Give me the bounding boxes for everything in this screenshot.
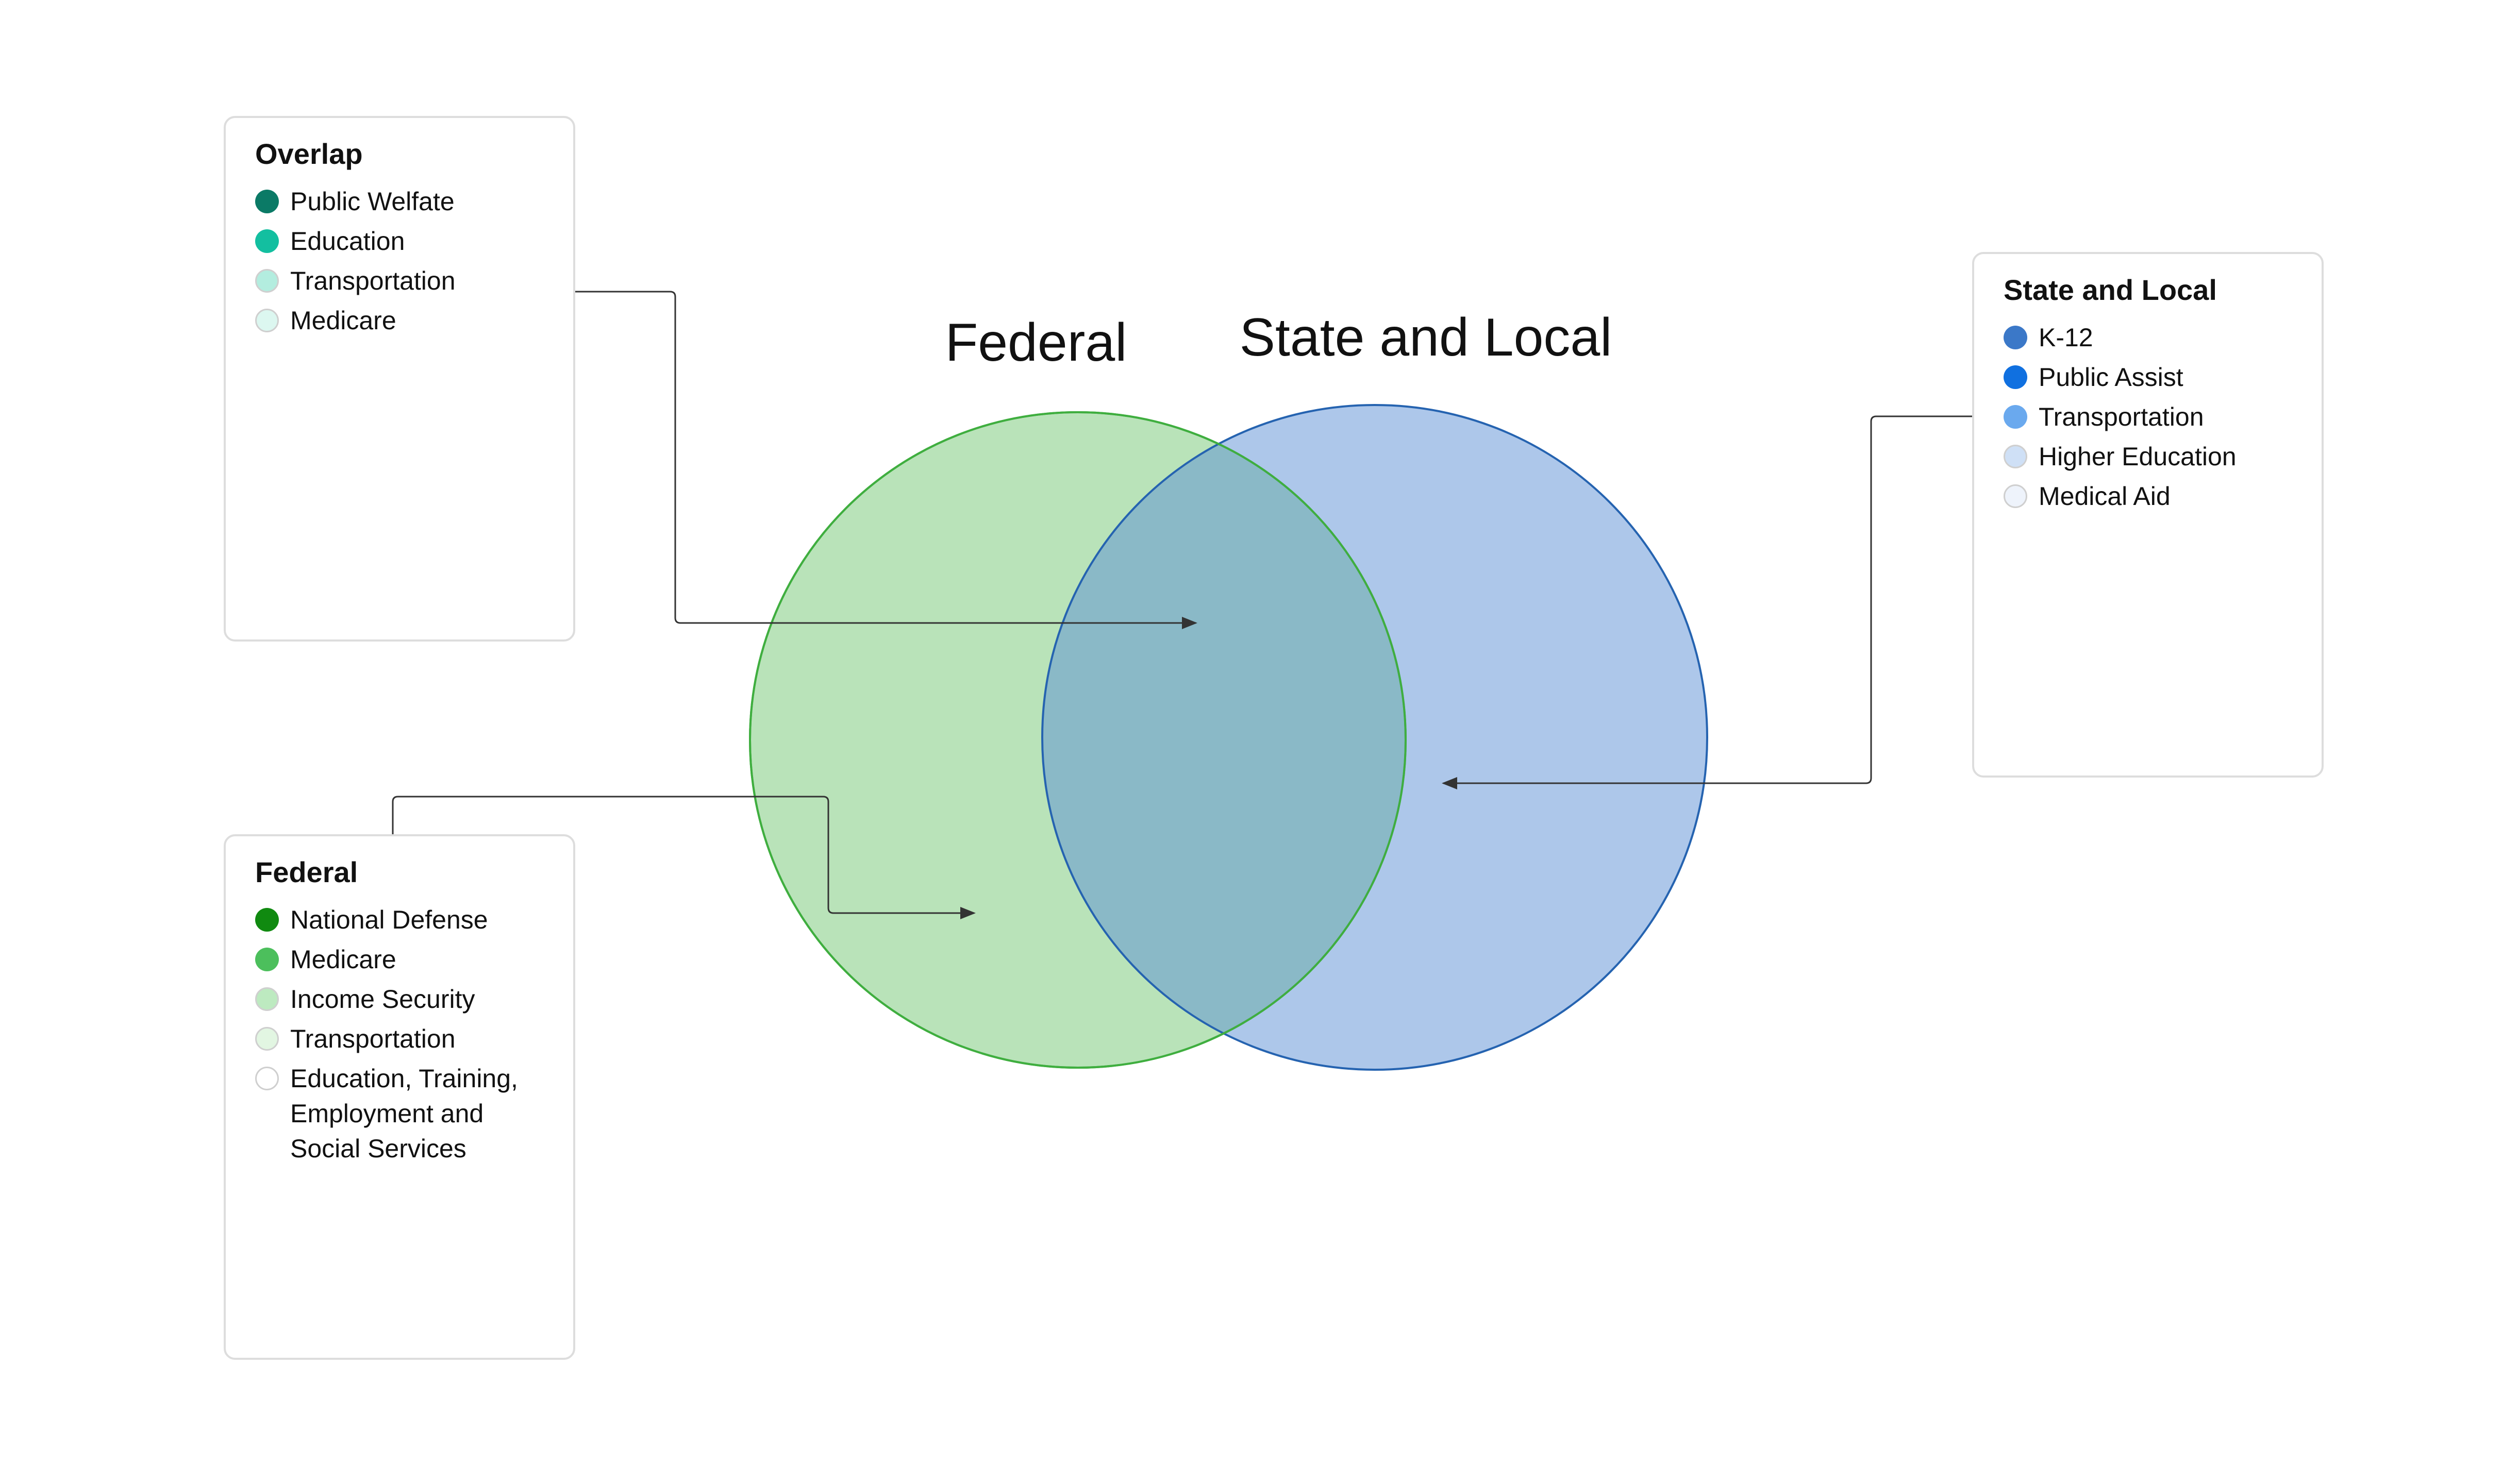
federal-circle-outline	[749, 411, 1407, 1069]
legend-item-label: Higher Education	[2039, 442, 2237, 471]
legend-dot	[255, 987, 279, 1011]
overlap-connector-arrow	[575, 291, 1197, 629]
state-local-legend-card: State and Local K-12 Public Assist Trans…	[1972, 252, 2324, 778]
legend-dot	[255, 190, 279, 213]
legend-item-label: Medicare	[290, 306, 396, 335]
legend-dot	[255, 1027, 279, 1051]
legend-dot	[255, 229, 279, 253]
federal-item: Income Security	[255, 982, 558, 1017]
legend-item-label: Transportation	[290, 1024, 456, 1053]
legend-item-label: Transportation	[290, 266, 456, 295]
legend-dot	[2004, 326, 2027, 349]
federal-card-title: Federal	[255, 856, 358, 888]
state-local-set-title: State and Local	[1240, 308, 1612, 367]
state-local-item: Higher Education	[2004, 439, 2306, 474]
overlap-card-title: Overlap	[255, 138, 363, 170]
federal-item: Transportation	[255, 1021, 558, 1056]
state-local-item: K-12	[2004, 320, 2306, 355]
state-local-connector-arrow	[1442, 415, 1972, 789]
state-local-card-title: State and Local	[2004, 274, 2217, 306]
legend-item-label: Education	[290, 227, 405, 256]
overlap-item: Public Welfate	[255, 184, 558, 219]
legend-item-label: National Defense	[290, 905, 488, 934]
legend-item-label: Income Security	[290, 985, 475, 1014]
overlap-item: Transportation	[255, 263, 558, 298]
federal-legend-card: Federal National Defense Medicare Income…	[224, 834, 575, 1360]
legend-dot	[255, 948, 279, 971]
legend-dot	[255, 269, 279, 293]
federal-item: National Defense	[255, 902, 558, 937]
legend-item-label: Transportation	[2039, 402, 2204, 431]
legend-item-label: Public Assist	[2039, 363, 2183, 392]
federal-item: Medicare	[255, 942, 558, 977]
legend-dot	[2004, 405, 2027, 429]
legend-item-label: Medical Aid	[2039, 482, 2171, 511]
legend-dot	[255, 908, 279, 932]
overlap-legend-card: Overlap Public Welfate Education Transpo…	[224, 116, 575, 642]
legend-dot	[2004, 484, 2027, 508]
state-local-circle	[1041, 404, 1708, 1071]
federal-connector-arrow	[392, 796, 976, 919]
legend-item-label: Medicare	[290, 945, 396, 974]
legend-dot	[2004, 365, 2027, 389]
federal-set-title: Federal	[945, 313, 1127, 373]
state-local-item: Transportation	[2004, 399, 2306, 434]
state-local-item: Medical Aid	[2004, 479, 2306, 514]
legend-item-label: Education, Training, Employment and Soci…	[290, 1064, 518, 1163]
legend-dot	[255, 1067, 279, 1090]
overlap-item: Medicare	[255, 303, 558, 338]
federal-item: Education, Training, Employment and Soci…	[255, 1061, 558, 1166]
legend-dot	[255, 309, 279, 332]
legend-item-label: Public Welfate	[290, 187, 455, 216]
overlap-item: Education	[255, 224, 558, 259]
legend-dot	[2004, 445, 2027, 468]
state-local-item: Public Assist	[2004, 360, 2306, 395]
legend-item-label: K-12	[2039, 323, 2093, 352]
